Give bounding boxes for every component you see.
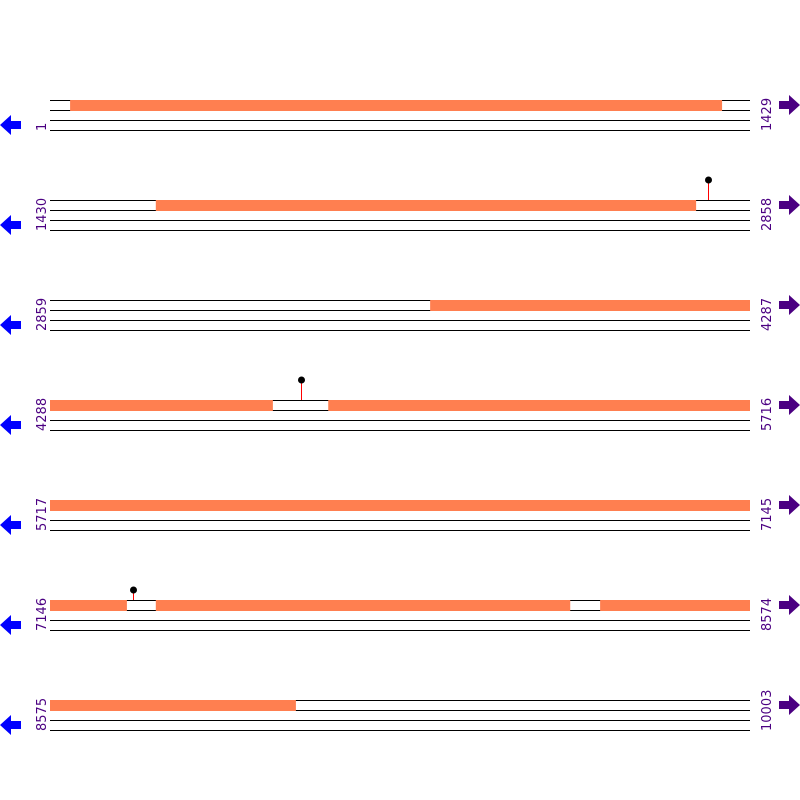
row-end-label: 10003 bbox=[760, 690, 775, 731]
arrow-left-icon[interactable] bbox=[0, 215, 21, 235]
feature-block[interactable] bbox=[50, 700, 296, 711]
sequence-row: 1430 2858 bbox=[0, 176, 800, 235]
feature-block[interactable] bbox=[70, 100, 723, 111]
site-marker-head[interactable] bbox=[298, 376, 305, 384]
arrow-left-icon[interactable] bbox=[0, 315, 21, 335]
row-end-label: 1429 bbox=[760, 98, 775, 131]
row-end-label: 7145 bbox=[760, 498, 775, 531]
site-marker-head[interactable] bbox=[705, 176, 712, 184]
sequence-row: 5717 7145 bbox=[0, 495, 800, 535]
feature-block[interactable] bbox=[430, 300, 750, 311]
arrow-right-icon[interactable] bbox=[779, 295, 800, 315]
sequence-row: 1 1429 bbox=[0, 95, 800, 135]
arrow-left-icon[interactable] bbox=[0, 615, 21, 635]
feature-block[interactable] bbox=[50, 500, 750, 511]
row-end-label: 2858 bbox=[760, 198, 775, 231]
row-start-label: 2859 bbox=[35, 298, 50, 331]
sequence-row: 7146 8574 bbox=[0, 586, 800, 635]
row-start-label: 8575 bbox=[35, 698, 50, 731]
feature-block[interactable] bbox=[155, 200, 697, 211]
arrow-left-icon[interactable] bbox=[0, 115, 21, 135]
arrow-left-icon[interactable] bbox=[0, 515, 21, 535]
arrow-left-icon[interactable] bbox=[0, 715, 21, 735]
feature-block[interactable] bbox=[50, 600, 127, 611]
feature-block[interactable] bbox=[600, 600, 750, 611]
arrow-right-icon[interactable] bbox=[779, 395, 800, 415]
row-end-label: 4287 bbox=[760, 298, 775, 331]
row-end-label: 8574 bbox=[760, 598, 775, 631]
row-start-label: 5717 bbox=[35, 498, 50, 531]
arrow-right-icon[interactable] bbox=[779, 195, 800, 215]
feature-block[interactable] bbox=[328, 400, 750, 411]
sequence-row: 2859 4287 bbox=[0, 295, 800, 335]
arrow-right-icon[interactable] bbox=[779, 595, 800, 615]
row-end-label: 5716 bbox=[760, 398, 775, 431]
arrow-left-icon[interactable] bbox=[0, 415, 21, 435]
site-marker-head[interactable] bbox=[130, 586, 137, 594]
row-start-label: 1430 bbox=[35, 198, 50, 231]
row-start-label: 1 bbox=[35, 123, 50, 131]
arrow-right-icon[interactable] bbox=[779, 95, 800, 115]
row-start-label: 7146 bbox=[35, 598, 50, 631]
sequence-row: 8575 10003 bbox=[0, 690, 800, 735]
feature-block[interactable] bbox=[50, 400, 273, 411]
feature-block[interactable] bbox=[155, 600, 571, 611]
arrow-right-icon[interactable] bbox=[779, 495, 800, 515]
arrow-right-icon[interactable] bbox=[779, 695, 800, 715]
row-start-label: 4288 bbox=[35, 398, 50, 431]
sequence-row: 4288 5716 bbox=[0, 376, 800, 435]
